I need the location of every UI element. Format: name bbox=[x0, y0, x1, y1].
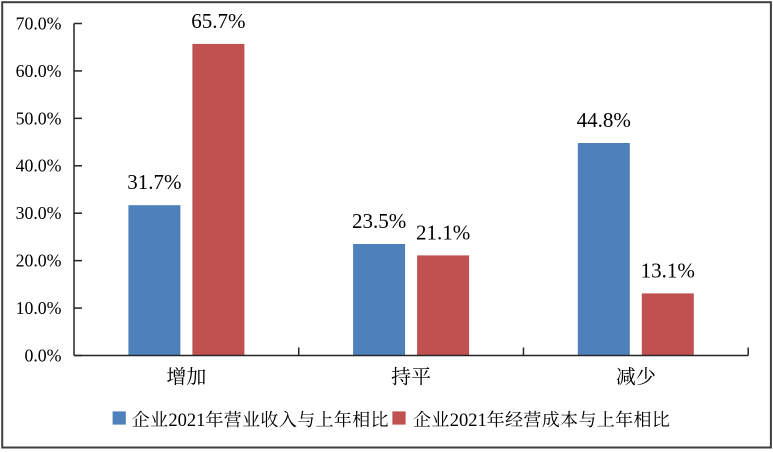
svg-text:10.0%: 10.0% bbox=[16, 298, 62, 318]
svg-text:13.1%: 13.1% bbox=[641, 258, 695, 282]
svg-text:0.0%: 0.0% bbox=[24, 345, 61, 365]
svg-text:40.0%: 40.0% bbox=[16, 156, 62, 176]
svg-text:2021: 2021 bbox=[450, 411, 487, 431]
svg-text:2021: 2021 bbox=[168, 411, 205, 431]
svg-text:21.1%: 21.1% bbox=[416, 220, 470, 244]
svg-text:23.5%: 23.5% bbox=[352, 209, 406, 233]
svg-text:60.0%: 60.0% bbox=[16, 61, 62, 81]
svg-text:44.8%: 44.8% bbox=[577, 108, 631, 132]
svg-text:65.7%: 65.7% bbox=[191, 9, 245, 33]
svg-text:50.0%: 50.0% bbox=[16, 108, 62, 128]
svg-text:30.0%: 30.0% bbox=[16, 203, 62, 223]
svg-text:70.0%: 70.0% bbox=[16, 13, 62, 33]
svg-text:20.0%: 20.0% bbox=[16, 251, 62, 271]
svg-text:31.7%: 31.7% bbox=[127, 170, 181, 194]
